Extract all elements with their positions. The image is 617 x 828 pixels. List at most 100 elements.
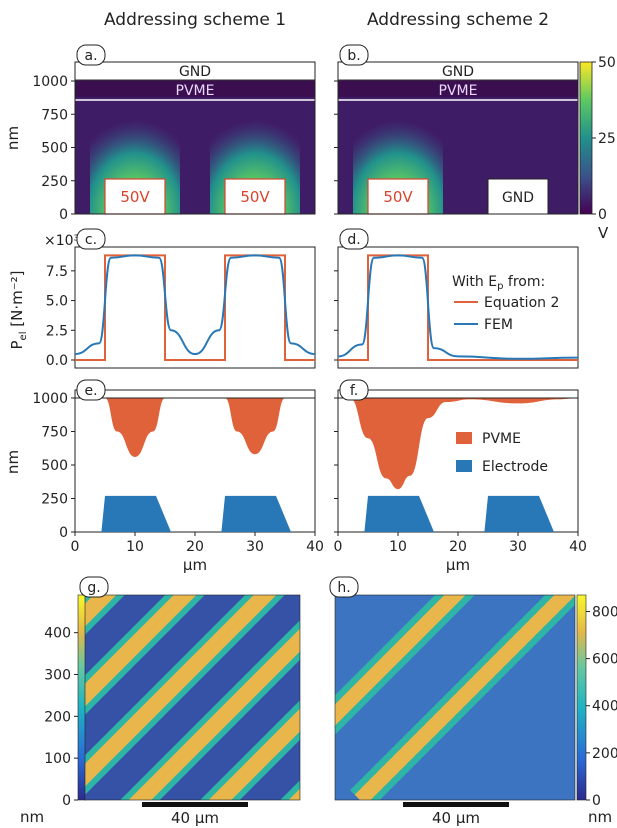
low-ytick-label: 750 xyxy=(41,425,68,441)
series-line-eq xyxy=(75,254,315,361)
afm-right-tick-label: 0 xyxy=(592,793,601,809)
legend-electrode-swatch xyxy=(456,460,472,472)
low-xtick-label: 30 xyxy=(509,539,527,555)
electrode-profile xyxy=(364,495,434,532)
low-row-xlabel-right: µm xyxy=(446,556,470,574)
low-xtick-label: 0 xyxy=(334,539,343,555)
pvme-label-b: PVME xyxy=(439,83,478,99)
top-ytick-label: 500 xyxy=(41,141,68,157)
panel-tags: a. b. c. d. e. f. g. h. xyxy=(76,44,369,598)
legend-title-d: With Ep from: xyxy=(452,274,545,292)
panel-c-lines xyxy=(74,254,316,361)
afm-left-unit: nm xyxy=(20,808,44,826)
electrode-a-left-label: 50V xyxy=(120,188,150,206)
panel-tag-d xyxy=(339,228,369,250)
colorbar-unit: V xyxy=(598,224,609,242)
panel-tag-text-a: a. xyxy=(84,48,97,64)
afm-right-tick-label: 800 xyxy=(592,604,617,620)
scalebar-g xyxy=(142,802,248,807)
panel-tag-f xyxy=(339,379,369,401)
gnd-label-a: GND xyxy=(179,64,211,80)
colorbar-tick-0: 0 xyxy=(598,207,607,223)
afm-left-tick-label: 0 xyxy=(62,793,71,809)
column-title-left: Addressing scheme 1 xyxy=(104,10,286,30)
afm-left-ticks: 400 300 200 100 0 xyxy=(44,626,78,809)
low-row-xlabel-left: µm xyxy=(183,556,207,574)
low-xtick-label: 40 xyxy=(306,539,324,555)
panel-tag-text-d: d. xyxy=(347,232,360,248)
scalebar-h-label: 40 µm xyxy=(432,809,480,827)
panel-a-field-map: GND PVME 50V 50V xyxy=(74,61,316,215)
low-xtick-label: 10 xyxy=(126,539,144,555)
mid-row-ylabel: Pel [N·m⁻²] xyxy=(8,271,29,350)
panel-d-lines xyxy=(337,254,579,361)
panel-e-profiles xyxy=(75,397,315,532)
electrode-profile xyxy=(221,495,291,532)
afm-right-tick-label: 400 xyxy=(592,699,617,715)
top-ytick-label: 0 xyxy=(59,207,68,223)
legend-pvme-swatch xyxy=(456,432,472,444)
low-row-ylabel: nm xyxy=(4,450,22,474)
panel-tag-h xyxy=(329,576,359,598)
top-row-ylabel: nm xyxy=(4,126,22,150)
panel-b-field-map: GND PVME 50V GND xyxy=(337,61,579,215)
pvme-profile xyxy=(338,398,578,490)
afm-image-g xyxy=(84,594,301,801)
afm-right-tick-label: 600 xyxy=(592,652,617,668)
low-xtick-label: 20 xyxy=(449,539,467,555)
legend-electrode-label: Electrode xyxy=(482,459,548,475)
low-xtick-label: 10 xyxy=(389,539,407,555)
low-ytick-label: 1000 xyxy=(32,391,68,407)
panel-tag-text-g: g. xyxy=(87,580,100,596)
mid-row-exponent: ×10³ xyxy=(44,233,79,249)
panel-tag-c xyxy=(76,228,106,250)
panel-tag-a xyxy=(76,44,106,66)
afm-stripe-g xyxy=(85,595,197,707)
colorbar-voltage xyxy=(579,61,593,215)
electrode-a-right-label: 50V xyxy=(240,188,270,206)
colorbar-tick-50: 50 xyxy=(598,55,616,71)
low-xtick-label: 30 xyxy=(246,539,264,555)
top-ytick-label: 1000 xyxy=(32,74,68,90)
low-xtick-label: 20 xyxy=(186,539,204,555)
afm-stripe-h xyxy=(354,595,575,800)
panel-tag-text-e: e. xyxy=(84,383,97,399)
afm-right-unit: nm xyxy=(588,808,612,826)
electrode-profile xyxy=(101,495,171,532)
afm-left-tick-label: 200 xyxy=(44,709,71,725)
low-xtick-label: 0 xyxy=(71,539,80,555)
afm-right-tick-label: 200 xyxy=(592,746,617,762)
column-title-right: Addressing scheme 2 xyxy=(367,10,549,30)
panel-d-frame xyxy=(337,246,579,369)
low-ytick-label: 250 xyxy=(41,492,68,508)
pvme-label-a: PVME xyxy=(176,83,215,99)
electrode-b-left-label: 50V xyxy=(383,188,413,206)
electrode-b-right-label: GND xyxy=(502,190,534,206)
afm-stripe-g xyxy=(208,708,300,800)
scalebar-g-label: 40 µm xyxy=(171,809,219,827)
top-ytick-label: 750 xyxy=(41,107,68,123)
afm-left-tick-label: 400 xyxy=(44,626,71,642)
afm-colorbar-right xyxy=(576,594,587,801)
mid-row-y-axis: 7.5 5.0 2.5 0.0 xyxy=(46,264,338,369)
afm-right-ticks: 800 600 400 200 0 xyxy=(586,604,617,809)
afm-image-h xyxy=(334,594,576,801)
legend-fem-label: FEM xyxy=(484,317,513,333)
electrode-profile xyxy=(484,495,554,532)
afm-stripe-g xyxy=(85,595,117,627)
panel-tag-g xyxy=(79,576,109,598)
afm-left-tick-label: 300 xyxy=(44,667,71,683)
low-xtick-label: 40 xyxy=(569,539,587,555)
mid-ytick-label: 7.5 xyxy=(46,264,68,280)
legend-eq-label: Equation 2 xyxy=(484,295,559,311)
mid-ytick-label: 2.5 xyxy=(46,323,68,339)
scalebar-h xyxy=(403,802,509,807)
gnd-label-b: GND xyxy=(442,64,474,80)
panel-tag-text-h: h. xyxy=(337,580,350,596)
afm-left-tick-label: 100 xyxy=(44,751,71,767)
panel-tag-text-c: c. xyxy=(85,232,97,248)
panel-tag-text-f: f. xyxy=(350,383,358,399)
top-ytick-label: 250 xyxy=(41,174,68,190)
